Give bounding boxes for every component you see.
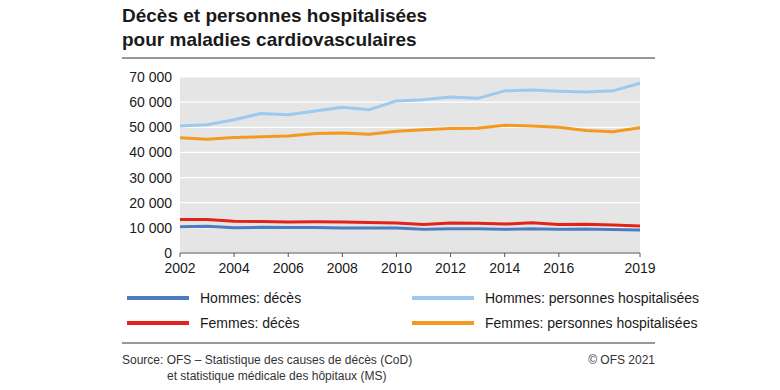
series-line xyxy=(180,83,640,126)
legend-swatch xyxy=(127,321,189,325)
title-rule xyxy=(122,58,655,59)
source: Source: OFS – Statistique des causes de … xyxy=(122,353,412,367)
copyright: © OFS 2021 xyxy=(588,353,655,367)
y-tick-label: 10 000 xyxy=(129,220,172,236)
x-tick-label: 2002 xyxy=(164,260,195,276)
source: et statistique médicale des hôpitaux (MS… xyxy=(167,369,386,383)
x-tick xyxy=(640,253,641,257)
x-tick xyxy=(342,253,343,257)
legend-label: Hommes: personnes hospitalisées xyxy=(485,290,699,306)
y-tick-label: 50 000 xyxy=(129,119,172,135)
grid-line xyxy=(180,76,640,77)
y-tick-label: 60 000 xyxy=(129,94,172,110)
series-line xyxy=(180,226,640,230)
x-tick xyxy=(396,253,397,257)
grid-line xyxy=(180,177,640,178)
x-axis xyxy=(180,253,640,254)
x-tick xyxy=(234,253,235,257)
x-tick-label: 2008 xyxy=(327,260,358,276)
series-group xyxy=(180,83,640,230)
footer-rule xyxy=(122,343,655,344)
x-tick xyxy=(180,253,181,257)
legend-swatch xyxy=(412,321,474,325)
grid-line xyxy=(180,202,640,203)
y-tick-label: 30 000 xyxy=(129,170,172,186)
y-tick-label: 0 xyxy=(164,245,172,261)
legend-swatch xyxy=(127,296,189,300)
x-tick-label: 2012 xyxy=(435,260,466,276)
plot-background xyxy=(180,77,640,253)
x-tick xyxy=(288,253,289,257)
x-tick-label: 2019 xyxy=(624,260,655,276)
x-tick-label: 2004 xyxy=(219,260,250,276)
grid-line xyxy=(180,252,640,253)
legend-label: Femmes: décès xyxy=(200,315,300,331)
x-tick-label: 2014 xyxy=(489,260,520,276)
x-tick-label: 2010 xyxy=(381,260,412,276)
x-tick xyxy=(504,253,505,257)
legend-label: Femmes: personnes hospitalisées xyxy=(485,315,697,331)
chart: 0 10 000 20 000 30 000 40 000 50 000 60 000 70 … xyxy=(0,0,780,390)
grid-line xyxy=(180,152,640,153)
series-line xyxy=(180,220,640,227)
x-tick-label: 2016 xyxy=(543,260,574,276)
x-tick xyxy=(558,253,559,257)
title: Décès et personnes hospitalisées pour ma… xyxy=(122,4,437,52)
y-tick-label: 40 000 xyxy=(129,144,172,160)
x-tick-label: 2006 xyxy=(273,260,304,276)
legend-swatch xyxy=(412,296,474,300)
legend-label: Hommes: décès xyxy=(200,290,301,306)
x-tick xyxy=(450,253,451,257)
y-tick-label: 70 000 xyxy=(129,69,172,85)
y-tick-label: 20 000 xyxy=(129,195,172,211)
series-line xyxy=(180,125,640,139)
